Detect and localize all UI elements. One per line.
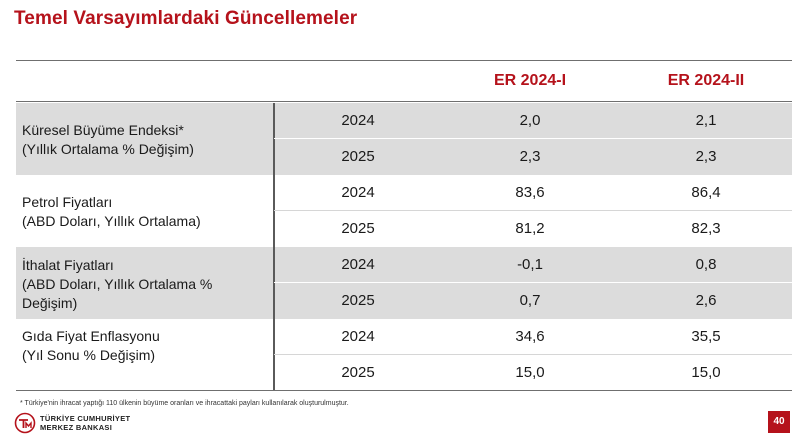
column-header-er-2024-ii: ER 2024-II	[667, 72, 745, 89]
year-cell: 2025	[341, 220, 375, 237]
value-cell: 2,6	[695, 292, 717, 309]
logo-line: TÜRKİYE CUMHURİYET	[40, 414, 131, 423]
year-cell: 2025	[341, 364, 375, 381]
value-cell: 0,8	[695, 256, 717, 273]
label-line: Değişim)	[22, 295, 78, 311]
value-cell: 81,2	[515, 220, 545, 237]
row-label-global-growth: Küresel Büyüme Endeksi* (Yıllık Ortalama…	[22, 121, 272, 159]
row-divider	[274, 210, 792, 211]
value-cell: 82,3	[691, 220, 721, 237]
year-cell: 2024	[341, 184, 375, 201]
row-label-import-prices: İthalat Fiyatları (ABD Doları, Yıllık Or…	[22, 256, 272, 313]
value-cell: -0,1	[517, 256, 543, 273]
value-cell: 2,0	[519, 112, 541, 129]
label-line: (Yıllık Ortalama % Değişim)	[22, 141, 194, 157]
row-label-food-inflation: Gıda Fiyat Enflasyonu (Yıl Sonu % Değişi…	[22, 327, 272, 365]
table-group-import-prices: İthalat Fiyatları (ABD Doları, Yıllık Or…	[16, 247, 792, 319]
column-divider	[273, 175, 275, 247]
table-bottom-rule	[16, 390, 792, 391]
year-cell: 2025	[341, 148, 375, 165]
table-group-food-inflation: Gıda Fiyat Enflasyonu (Yıl Sonu % Değişi…	[16, 319, 792, 391]
label-line: Gıda Fiyat Enflasyonu	[22, 328, 160, 344]
value-cell: 2,1	[695, 112, 717, 129]
table-top-rule	[16, 60, 792, 61]
cbrt-emblem-icon	[14, 412, 36, 434]
label-line: İthalat Fiyatları	[22, 257, 114, 273]
value-cell: 35,5	[691, 328, 721, 345]
page-number-badge: 40	[768, 411, 790, 433]
value-cell: 83,6	[515, 184, 545, 201]
value-cell: 2,3	[519, 148, 541, 165]
label-line: (Yıl Sonu % Değişim)	[22, 347, 156, 363]
label-line: (ABD Doları, Yıllık Ortalama %	[22, 276, 213, 292]
value-cell: 15,0	[515, 364, 545, 381]
table-group-global-growth: Küresel Büyüme Endeksi* (Yıllık Ortalama…	[16, 103, 792, 175]
logo-line: MERKEZ BANKASI	[40, 423, 113, 432]
logo-text: TÜRKİYE CUMHURİYET MERKEZ BANKASI	[40, 414, 130, 432]
value-cell: 2,3	[695, 148, 717, 165]
value-cell: 0,7	[519, 292, 541, 309]
label-line: Petrol Fiyatları	[22, 194, 113, 210]
label-line: (ABD Doları, Yıllık Ortalama)	[22, 213, 201, 229]
year-cell: 2024	[341, 256, 375, 273]
year-cell: 2024	[341, 328, 375, 345]
row-divider	[274, 282, 792, 283]
table-header-row: ER 2024-I ER 2024-II	[16, 61, 792, 102]
column-divider	[273, 247, 275, 319]
row-divider	[274, 354, 792, 355]
table-group-oil-prices: Petrol Fiyatları (ABD Doları, Yıllık Ort…	[16, 175, 792, 247]
year-cell: 2025	[341, 292, 375, 309]
value-cell: 34,6	[515, 328, 545, 345]
slide-title: Temel Varsayımlardaki Güncellemeler	[14, 8, 358, 29]
year-cell: 2024	[341, 112, 375, 129]
column-header-er-2024-i: ER 2024-I	[493, 72, 567, 89]
value-cell: 86,4	[691, 184, 721, 201]
row-divider	[274, 138, 792, 139]
column-divider	[273, 319, 275, 391]
value-cell: 15,0	[691, 364, 721, 381]
label-line: Küresel Büyüme Endeksi*	[22, 122, 184, 138]
footnote: * Türkiye'nin ihracat yaptığı 110 ülkeni…	[20, 400, 349, 407]
column-divider	[273, 103, 275, 175]
cbrt-logo: TÜRKİYE CUMHURİYET MERKEZ BANKASI	[14, 412, 194, 436]
row-label-oil-prices: Petrol Fiyatları (ABD Doları, Yıllık Ort…	[22, 193, 272, 231]
